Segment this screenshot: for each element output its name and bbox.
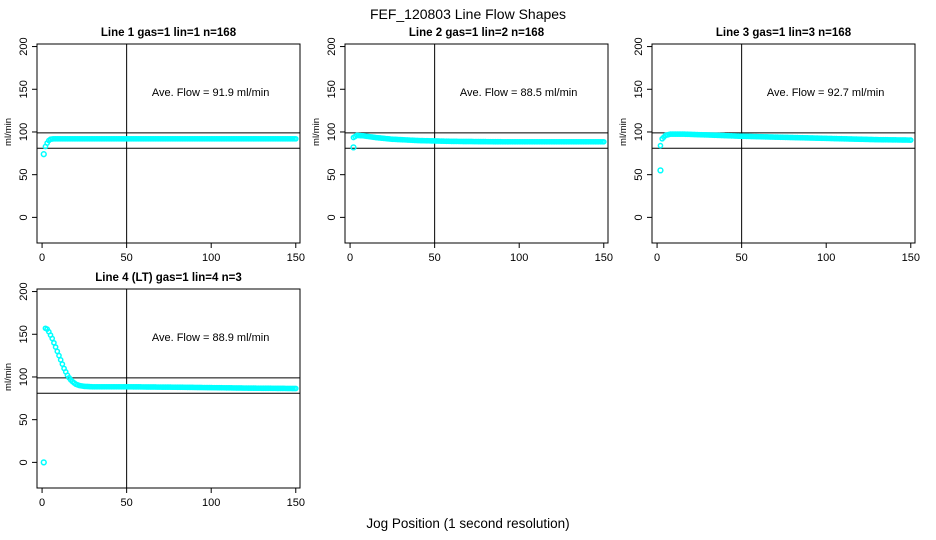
x-tick-label: 0 bbox=[39, 252, 45, 264]
y-tick-label: 150 bbox=[18, 80, 30, 98]
y-tick-label: 50 bbox=[326, 169, 338, 181]
x-tick-label: 0 bbox=[654, 252, 660, 264]
y-tick-label: 100 bbox=[326, 123, 338, 141]
ave-flow-annotation: Ave. Flow = 92.7 ml/min bbox=[767, 87, 884, 99]
y-tick-label: 100 bbox=[18, 368, 30, 386]
y-tick-label: 150 bbox=[18, 325, 30, 343]
y-tick-label: 0 bbox=[326, 214, 338, 220]
x-tick-label: 150 bbox=[595, 252, 613, 264]
ave-flow-annotation: Ave. Flow = 88.9 ml/min bbox=[152, 332, 269, 344]
y-tick-label: 100 bbox=[18, 123, 30, 141]
y-tick-label: 150 bbox=[326, 80, 338, 98]
x-tick-label: 100 bbox=[510, 252, 528, 264]
subplot-2: Line 2 gas=1 lin=2 n=168 0 50 100 150 0 50 100 1… bbox=[311, 27, 613, 264]
subplot-1: Line 1 gas=1 lin=1 n=168 0 50 100 150 0 50 100 1… bbox=[3, 27, 305, 264]
data-points bbox=[350, 132, 607, 151]
x-tick-label: 50 bbox=[429, 252, 441, 264]
y-tick-label: 0 bbox=[18, 459, 30, 465]
plot-box bbox=[651, 43, 916, 244]
outlier-point bbox=[40, 151, 47, 158]
ave-flow-annotation: Ave. Flow = 88.5 ml/min bbox=[460, 87, 577, 99]
data-point bbox=[600, 138, 607, 145]
y-axis-title: ml/min bbox=[311, 118, 322, 146]
data-point bbox=[292, 135, 299, 142]
x-tick-label: 100 bbox=[202, 252, 220, 264]
x-tick-label: 150 bbox=[287, 497, 305, 509]
y-tick-label: 100 bbox=[633, 123, 645, 141]
plot-box bbox=[36, 288, 301, 489]
y-axis-title: ml/min bbox=[618, 118, 629, 146]
figure-title: FEF_120803 Line Flow Shapes bbox=[369, 6, 567, 22]
ave-flow-annotation: Ave. Flow = 91.9 ml/min bbox=[152, 87, 269, 99]
outlier-point bbox=[350, 144, 357, 151]
data-points bbox=[657, 131, 914, 174]
subplot-3: Line 3 gas=1 lin=3 n=168 0 50 100 150 0 50 100 1… bbox=[618, 27, 920, 264]
subplot-title: Line 3 gas=1 lin=3 n=168 bbox=[716, 27, 852, 39]
x-tick-label: 100 bbox=[817, 252, 835, 264]
x-tick-label: 150 bbox=[902, 252, 920, 264]
outlier-point bbox=[657, 167, 664, 174]
subplot-title: Line 2 gas=1 lin=2 n=168 bbox=[409, 27, 545, 39]
subplot-title: Line 4 (LT) gas=1 lin=4 n=3 bbox=[95, 272, 241, 284]
x-tick-label: 150 bbox=[287, 252, 305, 264]
plot-box bbox=[36, 43, 301, 244]
x-tick-label: 0 bbox=[347, 252, 353, 264]
y-tick-label: 200 bbox=[18, 282, 30, 300]
x-tick-label: 50 bbox=[736, 252, 748, 264]
y-tick-label: 0 bbox=[18, 214, 30, 220]
y-tick-label: 200 bbox=[18, 37, 30, 55]
subplot-4: Line 4 (LT) gas=1 lin=4 n=3 0 50 100 150 0 50 1… bbox=[3, 272, 305, 509]
y-tick-label: 0 bbox=[633, 214, 645, 220]
y-axis-title: ml/min bbox=[3, 363, 14, 391]
outlier-point bbox=[40, 459, 47, 466]
subplot-title: Line 1 gas=1 lin=1 n=168 bbox=[101, 27, 237, 39]
x-tick-label: 100 bbox=[202, 497, 220, 509]
y-tick-label: 200 bbox=[633, 37, 645, 55]
data-points bbox=[40, 325, 299, 466]
x-tick-label: 50 bbox=[121, 497, 133, 509]
plot-box bbox=[344, 43, 609, 244]
x-axis-label: Jog Position (1 second resolution) bbox=[366, 516, 570, 531]
y-tick-label: 50 bbox=[633, 169, 645, 181]
x-tick-label: 50 bbox=[121, 252, 133, 264]
y-tick-label: 200 bbox=[326, 37, 338, 55]
data-points bbox=[40, 135, 299, 158]
data-point bbox=[907, 137, 914, 143]
data-point bbox=[657, 142, 664, 149]
y-axis-title: ml/min bbox=[3, 118, 14, 146]
data-point bbox=[292, 385, 299, 392]
y-tick-label: 50 bbox=[18, 414, 30, 426]
y-tick-label: 50 bbox=[18, 169, 30, 181]
x-tick-label: 0 bbox=[39, 497, 45, 509]
y-tick-label: 150 bbox=[633, 80, 645, 98]
